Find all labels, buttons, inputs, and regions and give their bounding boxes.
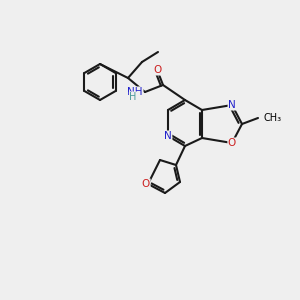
Text: NH: NH (128, 87, 143, 97)
Text: N: N (164, 131, 172, 141)
Text: O: O (142, 179, 150, 189)
Text: N: N (228, 100, 236, 110)
Text: CH₃: CH₃ (263, 113, 281, 123)
Text: O: O (154, 65, 162, 75)
Text: H: H (129, 92, 137, 102)
Text: O: O (228, 138, 236, 148)
